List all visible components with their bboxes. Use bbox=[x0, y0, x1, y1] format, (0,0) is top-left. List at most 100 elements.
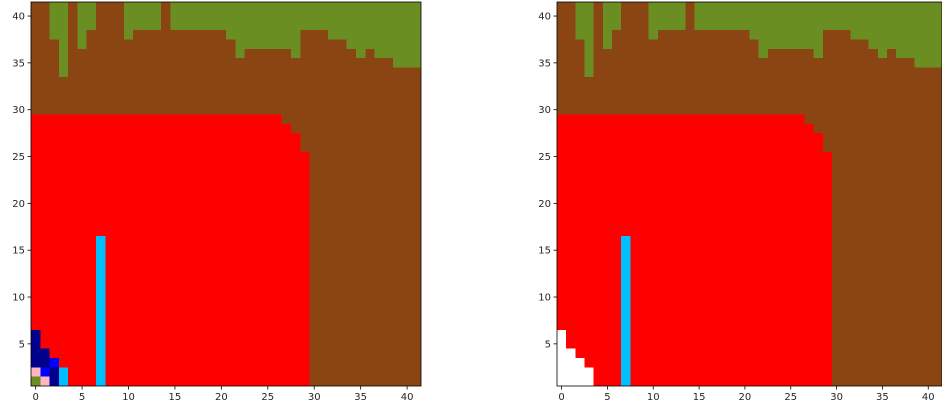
y-tick-label: 30 bbox=[12, 105, 25, 116]
cyan-bar bbox=[621, 236, 631, 386]
x-tick-label: 10 bbox=[647, 392, 660, 403]
navy-cell bbox=[31, 357, 41, 368]
red-cell-region bbox=[291, 133, 301, 386]
red-cell-region bbox=[804, 123, 814, 386]
olive-cell-region bbox=[291, 2, 301, 59]
y-tick-label: 15 bbox=[538, 246, 551, 257]
blue-cell bbox=[49, 357, 59, 368]
olive-cell-region bbox=[346, 2, 356, 49]
olive-cell-region bbox=[602, 2, 612, 49]
olive-cell-region bbox=[393, 2, 421, 68]
y-tick-label: 35 bbox=[538, 58, 551, 69]
axes-frame bbox=[556, 1, 942, 387]
red-cell-region bbox=[822, 151, 832, 386]
olive-cell-region bbox=[49, 2, 59, 40]
olive-cell-region bbox=[749, 2, 759, 40]
olive-cell bbox=[31, 376, 41, 386]
cyan-cell bbox=[58, 367, 69, 377]
olive-cell-region bbox=[694, 2, 750, 31]
x-tick-label: 30 bbox=[830, 392, 843, 403]
olive-cell-region bbox=[813, 2, 823, 59]
white-cell-region bbox=[584, 367, 594, 386]
white-cell-region bbox=[575, 357, 585, 386]
y-tick-label: 15 bbox=[12, 246, 25, 257]
pink-cell bbox=[40, 376, 50, 386]
y-tick-label: 10 bbox=[12, 293, 25, 304]
olive-cell-region bbox=[877, 2, 887, 59]
navy-cell bbox=[31, 339, 41, 349]
olive-cell-region bbox=[253, 2, 291, 49]
olive-cell-region bbox=[850, 2, 869, 40]
red-cell-region bbox=[300, 151, 310, 386]
navy-cell bbox=[31, 348, 41, 358]
x-tick-label: 35 bbox=[876, 392, 889, 403]
x-tick-label: 40 bbox=[922, 392, 935, 403]
navy-cell bbox=[49, 367, 59, 377]
y-tick-label: 10 bbox=[538, 293, 551, 304]
x-tick-label: 25 bbox=[261, 392, 274, 403]
olive-cell-region bbox=[822, 2, 851, 31]
olive-cell-region bbox=[235, 2, 245, 59]
olive-cell-region bbox=[767, 2, 777, 49]
olive-cell-region bbox=[896, 2, 915, 59]
x-tick-label: 20 bbox=[739, 392, 752, 403]
cyan-cell bbox=[58, 376, 69, 386]
olive-cell-region bbox=[133, 2, 161, 31]
olive-cell-region bbox=[914, 2, 942, 68]
red-cell-region bbox=[813, 133, 823, 386]
x-tick-label: 0 bbox=[32, 392, 38, 403]
red-cell-region bbox=[557, 114, 805, 386]
olive-cell-region bbox=[887, 2, 897, 49]
olive-cell-region bbox=[356, 2, 366, 59]
olive-cell-region bbox=[374, 2, 394, 59]
y-tick-label: 40 bbox=[538, 12, 551, 23]
y-tick-label: 25 bbox=[12, 152, 25, 163]
x-tick-label: 5 bbox=[604, 392, 610, 403]
olive-cell-region bbox=[648, 2, 658, 40]
olive-cell-region bbox=[123, 2, 134, 40]
olive-cell-region bbox=[584, 2, 594, 77]
y-tick-label: 20 bbox=[12, 199, 25, 210]
x-tick-label: 5 bbox=[79, 392, 85, 403]
y-tick-label: 5 bbox=[545, 339, 551, 350]
x-tick-label: 10 bbox=[122, 392, 135, 403]
cyan-bar bbox=[96, 236, 106, 386]
navy-cell bbox=[40, 357, 50, 368]
blue-cell bbox=[40, 367, 50, 377]
olive-cell-region bbox=[170, 2, 226, 31]
olive-cell-region bbox=[777, 2, 814, 49]
navy-cell bbox=[49, 376, 59, 386]
red-cell-region bbox=[31, 114, 282, 386]
y-tick-label: 35 bbox=[12, 58, 25, 69]
olive-cell-region bbox=[758, 2, 768, 59]
olive-cell-region bbox=[226, 2, 236, 40]
olive-cell-region bbox=[657, 2, 686, 31]
white-cell-region bbox=[557, 329, 567, 386]
x-tick-label: 20 bbox=[215, 392, 228, 403]
x-tick-label: 15 bbox=[693, 392, 706, 403]
red-cell-region bbox=[281, 123, 291, 386]
pink-cell bbox=[31, 367, 41, 377]
x-tick-label: 35 bbox=[354, 392, 367, 403]
olive-cell-region bbox=[612, 2, 622, 31]
y-tick-label: 30 bbox=[538, 105, 551, 116]
olive-cell-region bbox=[365, 2, 375, 49]
navy-cell bbox=[40, 348, 50, 358]
olive-cell-region bbox=[300, 2, 329, 31]
x-tick-label: 40 bbox=[401, 392, 414, 403]
olive-cell-region bbox=[328, 2, 347, 40]
y-tick-label: 5 bbox=[19, 339, 25, 350]
olive-cell-region bbox=[86, 2, 96, 31]
x-tick-label: 0 bbox=[558, 392, 564, 403]
heatmap-panel-left: 0 5 10 15 20 25 30 35 40 5 10 15 20 25 30 35 40 bbox=[12, 1, 422, 403]
olive-cell-region bbox=[868, 2, 878, 49]
y-tick-label: 25 bbox=[538, 152, 551, 163]
y-tick-label: 20 bbox=[538, 199, 551, 210]
x-tick-label: 25 bbox=[784, 392, 797, 403]
x-tick-label: 15 bbox=[169, 392, 182, 403]
white-cell-region bbox=[566, 348, 576, 386]
olive-cell-region bbox=[77, 2, 87, 49]
x-tick-label: 30 bbox=[308, 392, 321, 403]
olive-cell-region bbox=[244, 2, 254, 49]
